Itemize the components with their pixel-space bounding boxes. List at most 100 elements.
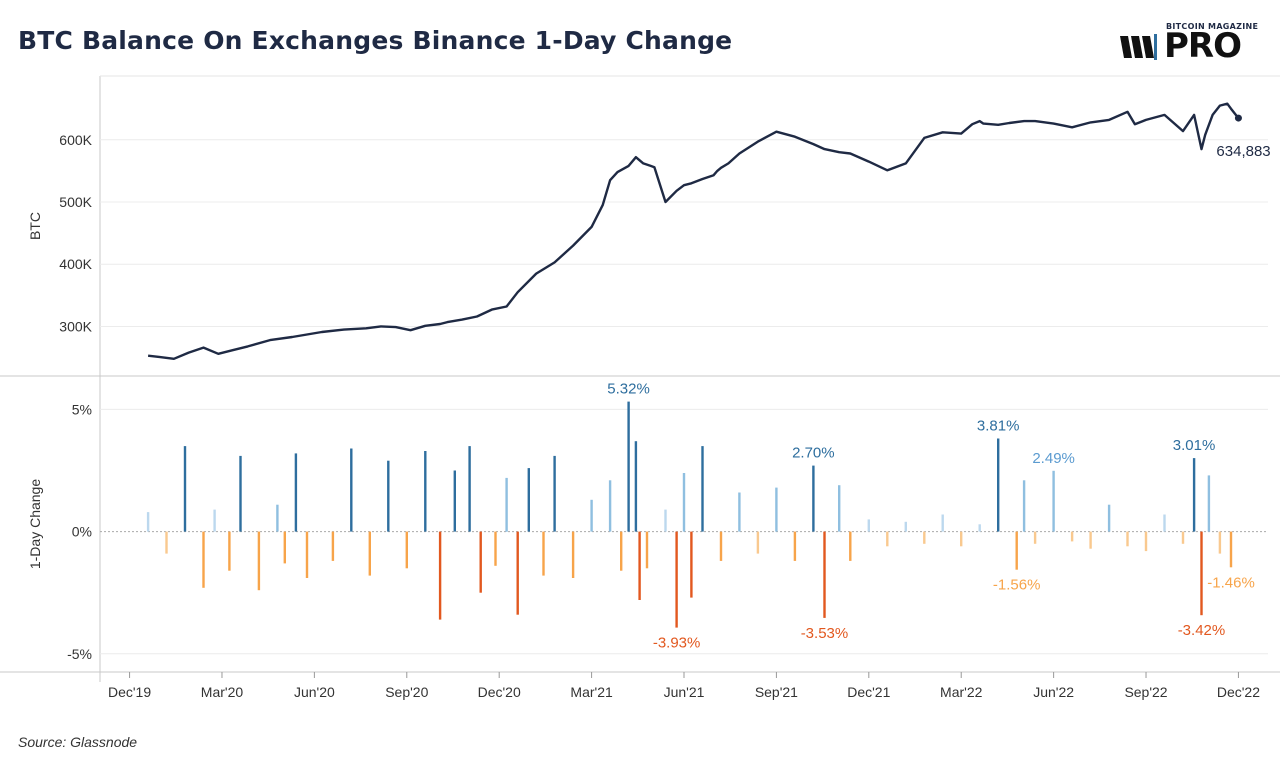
change-bar xyxy=(904,521,907,532)
change-bar xyxy=(775,487,778,532)
change-bar xyxy=(923,531,926,544)
change-bar xyxy=(627,401,630,532)
change-bar xyxy=(997,438,1000,532)
change-bar xyxy=(494,531,497,566)
change-bar xyxy=(479,531,482,593)
btc-balance-line xyxy=(147,102,1240,360)
bottom-y-axis-title: 1-Day Change xyxy=(27,479,43,569)
change-bar xyxy=(690,531,693,598)
change-bar xyxy=(960,531,963,547)
change-bar xyxy=(331,531,335,561)
bottom-y-tick-label: 5% xyxy=(72,401,92,417)
bottom-y-tick-label: -5% xyxy=(67,646,92,662)
bar-annotation: 2.49% xyxy=(1032,450,1075,467)
change-bar xyxy=(823,531,826,618)
change-bar xyxy=(838,485,841,532)
change-bar xyxy=(553,455,556,532)
change-bar xyxy=(276,504,279,532)
change-bar xyxy=(468,446,471,532)
x-tick-label: Dec'19 xyxy=(108,684,151,700)
change-bar xyxy=(453,470,456,532)
change-bar xyxy=(146,512,150,532)
change-bar xyxy=(978,524,981,532)
last-point-marker xyxy=(1234,114,1242,122)
change-bar xyxy=(756,531,760,554)
change-bar xyxy=(368,531,371,576)
top-y-tick-label: 600K xyxy=(59,132,92,148)
bar-annotation: 3.01% xyxy=(1173,437,1216,454)
change-bar xyxy=(638,531,641,600)
change-bar xyxy=(1022,480,1026,532)
bar-annotation: -3.42% xyxy=(1178,622,1226,639)
change-bar xyxy=(1144,531,1148,552)
change-bar xyxy=(1015,531,1018,570)
change-bar xyxy=(1192,458,1196,532)
page-title: BTC Balance On Exchanges Binance 1-Day C… xyxy=(18,26,733,55)
axes-frame xyxy=(0,75,1280,682)
bottom-y-tick-label: 0% xyxy=(72,524,92,540)
change-bar xyxy=(590,499,593,532)
change-bar xyxy=(1052,470,1055,532)
bar-annotation: 5.32% xyxy=(607,381,650,398)
change-bar xyxy=(1163,514,1166,532)
change-bar xyxy=(542,531,545,576)
change-bar xyxy=(664,509,667,532)
logo-big-text: PRO xyxy=(1164,26,1242,66)
change-bar xyxy=(620,531,623,571)
change-bar xyxy=(438,531,442,620)
x-axis: Dec'19 Mar'20 Jun'20 Sep'20 Dec'20 Mar'21 Jun'… xyxy=(108,672,1260,700)
change-bar xyxy=(305,531,309,578)
change-bar xyxy=(283,531,286,564)
brand-logo: BITCOIN MAGAZINE PRO xyxy=(1118,22,1264,68)
change-bar xyxy=(1200,531,1203,616)
x-tick-label: Mar'22 xyxy=(940,684,983,700)
change-bar xyxy=(1229,531,1233,568)
x-tick-label: Sep'21 xyxy=(755,684,798,700)
change-bar xyxy=(867,519,870,532)
change-bar xyxy=(165,531,168,554)
bar-annotation: -1.56% xyxy=(993,577,1041,594)
change-bar xyxy=(239,455,242,532)
top-y-tick-label: 300K xyxy=(59,318,92,334)
change-bar xyxy=(571,531,575,578)
change-bar xyxy=(645,531,649,569)
daily-change-panel: -5% 0% 5% 1-Day Change 5.32% 2.70% 3.81% 2.49% 3… xyxy=(27,381,1268,662)
change-bar xyxy=(1181,531,1185,544)
change-bar xyxy=(424,451,427,532)
source-note: Source: Glassnode xyxy=(18,734,138,750)
change-bar xyxy=(682,473,686,532)
chart-area: 300K 400K 500K 600K BTC 634,883 -5% 0% 5% 1-Day … xyxy=(0,75,1280,700)
bar-annotation: 2.70% xyxy=(792,445,835,462)
change-bar xyxy=(812,465,815,532)
change-bar xyxy=(505,477,508,532)
bar-annotation: -1.46% xyxy=(1207,574,1255,591)
change-bar xyxy=(228,531,231,571)
change-bar xyxy=(294,453,298,532)
x-tick-label: Dec'20 xyxy=(478,684,521,700)
change-bar xyxy=(1107,504,1111,532)
top-y-axis-title: BTC xyxy=(27,212,43,240)
bar-annotation: -3.93% xyxy=(653,635,701,652)
x-tick-label: Jun'21 xyxy=(664,684,705,700)
btc-balance-panel: 300K 400K 500K 600K BTC 634,883 xyxy=(27,102,1271,360)
x-tick-label: Dec'21 xyxy=(847,684,890,700)
x-tick-label: Mar'21 xyxy=(570,684,613,700)
change-bar xyxy=(675,531,678,628)
change-bar xyxy=(793,531,797,561)
change-bar xyxy=(387,460,390,532)
change-bar xyxy=(405,531,408,569)
change-bar xyxy=(1218,531,1222,554)
logo-mark-icon xyxy=(1120,34,1157,60)
change-bar xyxy=(183,446,187,532)
change-bar xyxy=(516,531,519,615)
change-bar xyxy=(608,480,612,532)
change-bar xyxy=(213,509,216,532)
x-tick-label: Sep'22 xyxy=(1124,684,1167,700)
top-y-tick-label: 500K xyxy=(59,194,92,210)
change-bar xyxy=(350,448,353,532)
change-bar xyxy=(1089,531,1092,549)
change-bar xyxy=(738,492,741,532)
change-bar xyxy=(886,531,889,547)
x-tick-label: Jun'20 xyxy=(294,684,335,700)
change-bar xyxy=(1126,531,1129,547)
